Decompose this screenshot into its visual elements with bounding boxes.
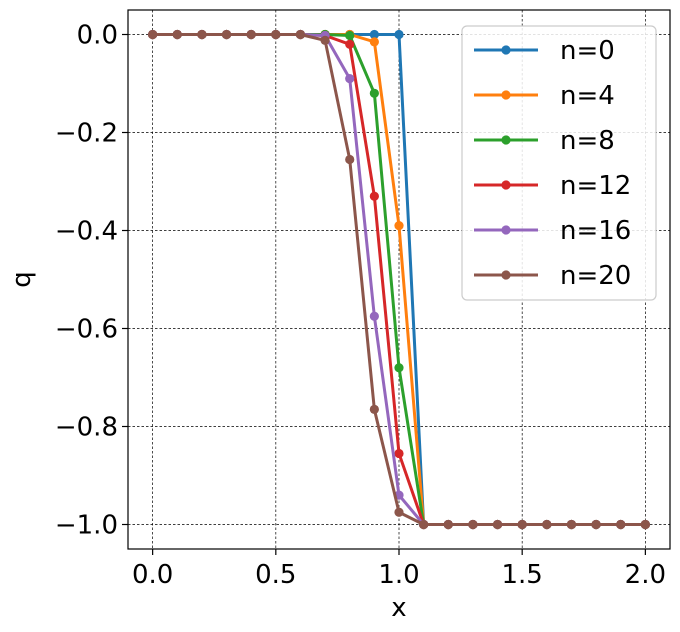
y-tick-label-5: −1.0 (55, 511, 118, 541)
data-point-n=20-6 (295, 29, 306, 40)
data-point-n=20-1 (172, 29, 182, 40)
x-tick-label-3: 1.5 (502, 560, 543, 590)
data-point-n=20-7 (320, 35, 330, 45)
x-tick-label-2: 1.0 (378, 560, 419, 590)
data-point-n=20-15 (517, 519, 527, 530)
data-point-n=20-12 (443, 519, 453, 530)
data-point-n=20-17 (566, 519, 577, 530)
data-point-n=20-11 (419, 519, 429, 530)
legend: n=0 n=4 n=8 n=12 n=16 n=20 (461, 25, 657, 301)
legend-marker-n=8 (501, 135, 511, 145)
data-point-n=20-16 (542, 519, 552, 530)
data-point-n=0-10 (394, 29, 404, 40)
data-point-n=12-10 (394, 448, 404, 459)
y-tick-label-1: −0.2 (55, 119, 118, 149)
legend-box (461, 25, 657, 301)
x-axis-label: x (391, 593, 406, 623)
y-tick-label-4: −0.8 (55, 413, 118, 443)
axis-ticks: 0.0 0.5 1.0 1.5 2.0 0.0 −0.2 −0.4 −0.6 −0.8 −1.0 (55, 21, 666, 591)
x-tick-label-1: 0.5 (255, 560, 296, 590)
x-tick-label-0: 0.0 (132, 560, 173, 590)
legend-marker-n=12 (501, 180, 511, 190)
data-point-n=0-9 (369, 29, 379, 40)
data-point-n=20-18 (591, 519, 601, 530)
data-point-n=20-9 (369, 404, 379, 414)
series-layer (148, 29, 650, 530)
data-point-n=20-0 (148, 29, 158, 40)
legend-marker-n=0 (501, 45, 511, 55)
y-tick-label-3: −0.6 (55, 315, 118, 345)
legend-label-n=8: n=8 (560, 126, 615, 156)
y-tick-label-0: 0.0 (77, 21, 118, 51)
data-point-n=20-20 (640, 519, 650, 530)
data-point-n=4-10 (394, 221, 404, 231)
data-point-n=16-8 (345, 74, 355, 84)
legend-marker-n=20 (501, 270, 511, 280)
series-n=20 (148, 29, 650, 530)
legend-label-n=16: n=16 (560, 216, 631, 246)
data-point-n=12-8 (345, 39, 355, 49)
x-tick-label-4: 2.0 (625, 560, 666, 590)
data-point-n=8-8 (345, 30, 355, 41)
data-point-n=20-19 (616, 519, 626, 530)
data-point-n=20-13 (468, 519, 478, 530)
data-point-n=20-8 (345, 154, 355, 165)
y-tick-label-2: −0.4 (55, 217, 118, 247)
data-point-n=8-10 (394, 363, 404, 373)
data-point-n=20-14 (492, 519, 503, 530)
data-point-n=4-9 (369, 37, 379, 47)
legend-label-n=4: n=4 (560, 81, 615, 111)
data-point-n=16-9 (369, 311, 379, 321)
legend-label-n=20: n=20 (560, 261, 631, 291)
data-point-n=20-5 (271, 29, 281, 40)
data-point-n=8-9 (369, 88, 379, 98)
data-point-n=20-10 (394, 507, 404, 517)
data-point-n=20-3 (221, 29, 232, 40)
legend-label-n=12: n=12 (560, 171, 631, 201)
y-axis-label: q (7, 271, 37, 288)
data-point-n=20-2 (197, 29, 207, 40)
legend-marker-n=4 (501, 90, 511, 100)
data-point-n=12-9 (369, 191, 379, 201)
legend-marker-n=16 (501, 225, 511, 235)
legend-label-n=0: n=0 (560, 36, 615, 66)
data-point-n=20-4 (246, 29, 256, 40)
